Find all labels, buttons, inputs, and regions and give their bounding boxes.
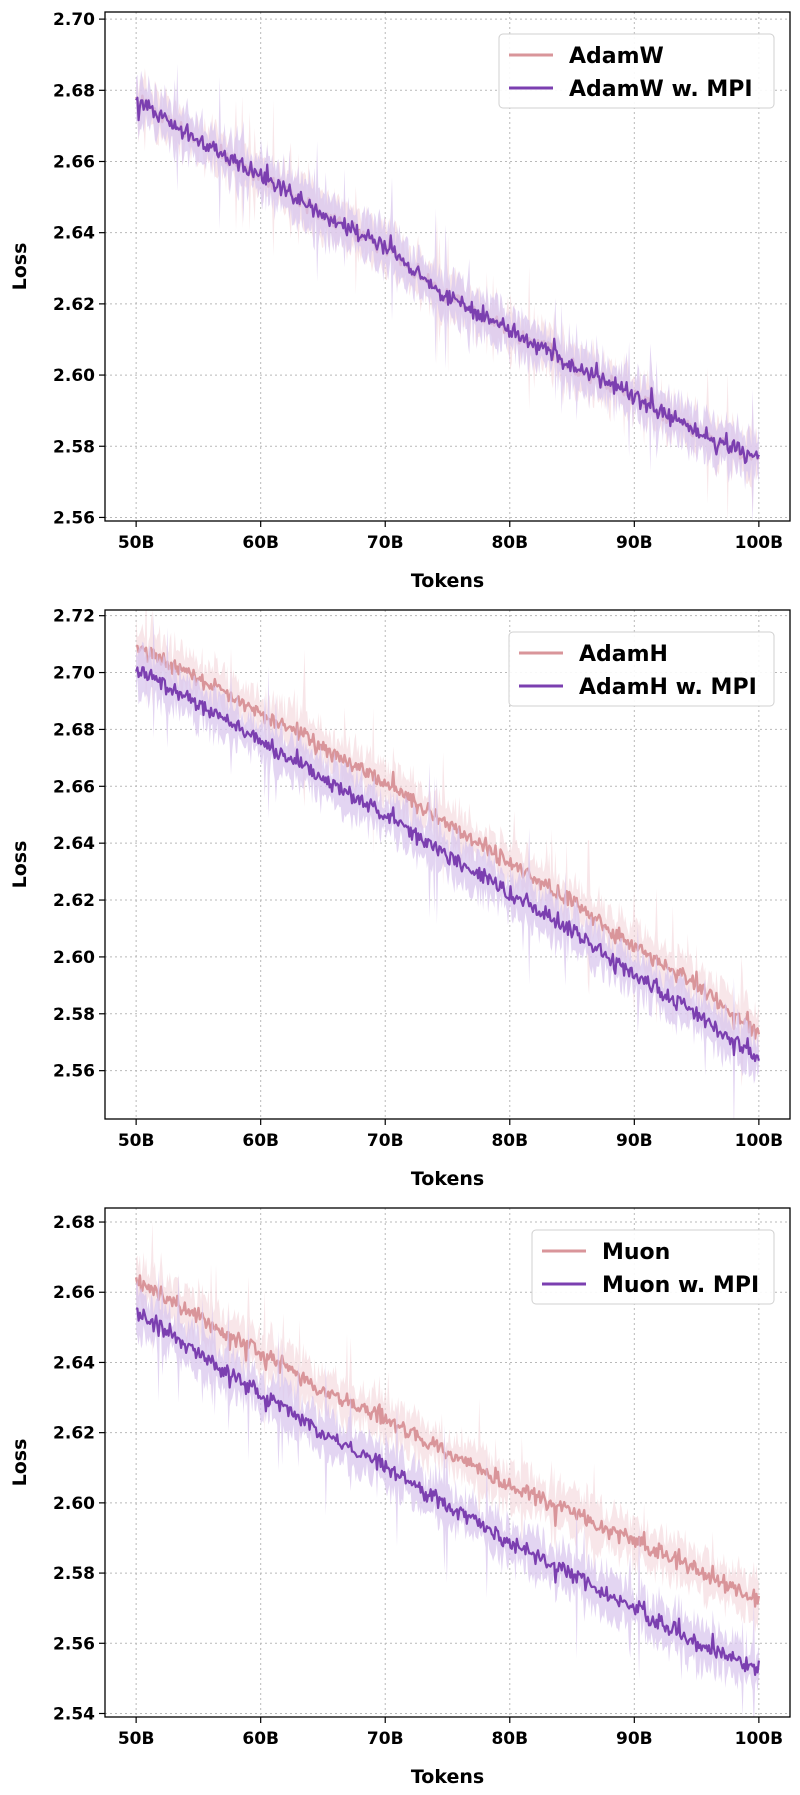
y-axis-label: Loss: [9, 1439, 31, 1487]
x-tick-label: 80B: [491, 533, 528, 553]
x-tick-label: 90B: [616, 1131, 653, 1151]
series-line-2: [135, 96, 760, 465]
y-tick-label: 2.66: [53, 152, 95, 172]
y-tick-label: 2.68: [53, 1213, 95, 1233]
y-axis: 2.56 2.58 2.60 2.62 2.64 2.66 2.68 2.70: [53, 10, 105, 528]
y-tick-label: 2.60: [53, 1494, 95, 1514]
plot-area: [135, 610, 761, 1119]
y-axis: 2.54 2.56 2.58 2.60 2.62 2.64 2.66 2.68: [53, 1213, 105, 1724]
y-axis: 2.56 2.58 2.60 2.62 2.64 2.66 2.68 2.70 2.72: [53, 607, 105, 1082]
legend-label-2: AdamW w. MPI: [569, 77, 753, 102]
y-tick-label: 2.64: [53, 1353, 95, 1373]
x-tick-label: 100B: [735, 1131, 783, 1151]
x-axis-label: Tokens: [411, 570, 484, 592]
x-axis: 50B 60B 70B 80B 90B 100B: [118, 521, 783, 553]
y-tick-label: 2.72: [53, 607, 95, 627]
x-tick-label: 60B: [242, 1729, 279, 1749]
axes-frame: [104, 1207, 791, 1718]
y-axis-label: Loss: [9, 243, 31, 291]
y-tick-label: 2.64: [53, 224, 95, 244]
y-tick-label: 2.58: [53, 1005, 95, 1025]
y-tick-label: 2.62: [53, 295, 95, 315]
x-tick-label: 90B: [616, 533, 653, 553]
legend-label-2: Muon w. MPI: [602, 1273, 759, 1298]
y-tick-label: 2.54: [53, 1704, 95, 1724]
plot-area: [135, 63, 760, 521]
y-tick-label: 2.56: [53, 1634, 95, 1654]
y-tick-label: 2.56: [53, 1062, 95, 1082]
legend: AdamW AdamW w. MPI: [498, 33, 775, 109]
legend-label-2: AdamH w. MPI: [579, 675, 757, 700]
legend-label-1: AdamH: [579, 642, 668, 667]
x-tick-label: 60B: [242, 533, 279, 553]
y-tick-label: 2.58: [53, 1564, 95, 1584]
y-tick-label: 2.68: [53, 720, 95, 740]
axes-frame: [104, 11, 791, 522]
x-tick-label: 100B: [735, 533, 783, 553]
chart-panel-1: 50B 60B 70B 80B 90B 100B2.562.582.602.622.642…: [9, 10, 791, 592]
x-tick-label: 90B: [616, 1729, 653, 1749]
series-band-2: [136, 612, 759, 1119]
x-tick-label: 60B: [242, 1131, 279, 1151]
series-line-2: [135, 666, 760, 1063]
x-axis-label: Tokens: [411, 1766, 484, 1788]
chart-panel-3: 50B 60B 70B 80B 90B 100B2.542.562.582.602.622…: [9, 1207, 791, 1788]
legend: AdamH AdamH w. MPI: [508, 631, 775, 707]
y-tick-label: 2.62: [53, 891, 95, 911]
legend-box: [498, 33, 775, 109]
x-tick-label: 70B: [367, 533, 404, 553]
series-band-2: [136, 1270, 759, 1717]
x-axis: 50B 60B 70B 80B 90B 100B: [118, 1717, 783, 1749]
y-tick-label: 2.66: [53, 777, 95, 797]
x-tick-label: 100B: [735, 1729, 783, 1749]
x-tick-label: 80B: [491, 1729, 528, 1749]
series-line-1: [136, 644, 761, 1040]
y-tick-label: 2.56: [53, 508, 95, 528]
y-tick-label: 2.62: [53, 1424, 95, 1444]
legend-label-1: Muon: [602, 1240, 670, 1265]
y-tick-label: 2.70: [53, 664, 95, 684]
x-axis: 50B 60B 70B 80B 90B 100B: [118, 1119, 783, 1151]
chart-panel-2: 50B 60B 70B 80B 90B 100B2.562.582.602.622.642…: [9, 607, 791, 1190]
y-tick-label: 2.60: [53, 948, 95, 968]
x-tick-label: 70B: [367, 1729, 404, 1749]
legend: Muon Muon w. MPI: [531, 1229, 775, 1305]
y-tick-label: 2.66: [53, 1283, 95, 1303]
x-tick-label: 50B: [118, 1729, 155, 1749]
series-line-2: [135, 1307, 760, 1676]
plot-area: [134, 1221, 761, 1717]
y-tick-label: 2.70: [53, 10, 95, 30]
series-line-1: [134, 1274, 761, 1608]
legend-box: [531, 1229, 775, 1305]
x-tick-label: 50B: [118, 1131, 155, 1151]
x-tick-label: 70B: [367, 1131, 404, 1151]
y-tick-label: 2.68: [53, 81, 95, 101]
y-axis-label: Loss: [9, 841, 31, 889]
legend-box: [508, 631, 775, 707]
axes-frame: [104, 609, 791, 1120]
x-tick-label: 50B: [118, 533, 155, 553]
y-tick-label: 2.64: [53, 834, 95, 854]
x-tick-label: 80B: [491, 1131, 528, 1151]
y-tick-label: 2.58: [53, 437, 95, 457]
legend-label-1: AdamW: [569, 44, 664, 69]
y-tick-label: 2.60: [53, 366, 95, 386]
x-axis-label: Tokens: [411, 1168, 484, 1190]
